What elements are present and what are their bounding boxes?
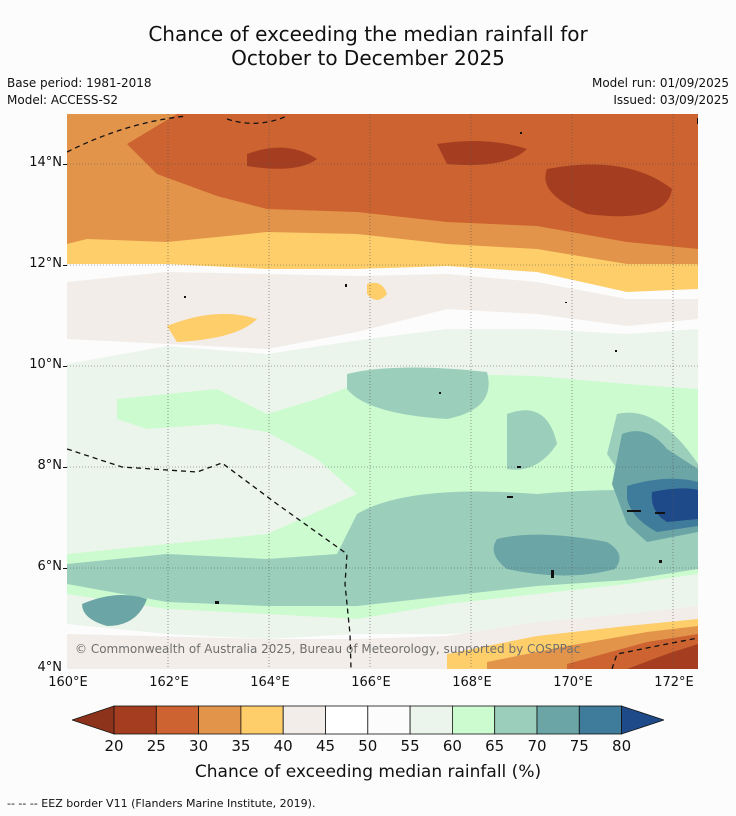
colorbar-segment — [113, 705, 157, 735]
colorbar-segment — [367, 705, 411, 735]
colorbar-segment — [155, 705, 200, 735]
meta-right: Model run: 01/09/2025 Issued: 03/09/2025 — [592, 75, 729, 109]
colorbar-segment — [198, 705, 242, 735]
zone-35-40-patch — [167, 282, 387, 342]
lat-label-6n: 6°N — [37, 559, 63, 574]
eez-borders — [67, 115, 698, 669]
base-period: Base period: 1981-2018 — [7, 76, 152, 90]
colorbar-segment — [536, 705, 580, 735]
eez-legend-note: -- -- -- EEZ border V11 (Flanders Marine… — [7, 797, 316, 810]
colorbar-over-arrow — [621, 705, 664, 735]
colorbar-segment — [409, 705, 453, 735]
colorbar-tick-label: 80 — [612, 737, 632, 755]
islands — [184, 118, 698, 604]
colorbar-segment — [494, 705, 538, 735]
colorbar-under-arrow — [72, 705, 115, 735]
lon-label-162e: 162°E — [149, 675, 189, 690]
lon-label-160e: 160°E — [48, 675, 88, 690]
colorbar-segment — [282, 705, 326, 735]
colorbar-segment — [240, 705, 284, 735]
map-svg — [67, 114, 698, 669]
graticule — [67, 114, 698, 669]
lat-tick — [63, 164, 67, 165]
colorbar-tick-label: 40 — [273, 737, 293, 755]
colorbar-segment — [578, 705, 622, 735]
rainfall-map — [67, 114, 698, 669]
colorbar-tick-label: 60 — [442, 737, 462, 755]
colorbar-tick-label: 50 — [358, 737, 378, 755]
colorbar-tick-label: 25 — [146, 737, 166, 755]
copyright-notice: © Commonwealth of Australia 2025, Bureau… — [75, 642, 581, 656]
lat-label-12n: 12°N — [29, 256, 62, 271]
meta-left: Base period: 1981-2018 Model: ACCESS-S2 — [7, 75, 152, 109]
lat-label-4n: 4°N — [37, 660, 63, 675]
colorbar-tick-label: 75 — [569, 737, 589, 755]
zone-20-25 — [247, 140, 672, 217]
map-title: Chance of exceeding the median rainfall … — [0, 22, 736, 70]
lat-label-10n: 10°N — [29, 357, 62, 372]
colorbar-segment — [325, 705, 369, 735]
colorbar-tick-label: 45 — [315, 737, 336, 755]
lat-tick — [63, 265, 67, 266]
lon-label-166e: 166°E — [351, 675, 391, 690]
lat-tick — [63, 467, 67, 468]
colorbar — [72, 705, 664, 735]
colorbar-segment — [451, 705, 496, 735]
model-run: Model run: 01/09/2025 — [591, 76, 729, 90]
colorbar-title: Chance of exceeding median rainfall (%) — [194, 762, 542, 782]
zone-south-20-25 — [627, 644, 698, 669]
colorbar-tick-label: 30 — [189, 737, 209, 755]
colorbar-tick-label: 35 — [231, 737, 251, 755]
colorbar-tick-label: 55 — [400, 737, 420, 755]
lat-tick — [63, 568, 67, 569]
lon-label-164e: 164°E — [250, 675, 290, 690]
lon-label-168e: 168°E — [452, 675, 492, 690]
lat-label-8n: 8°N — [37, 458, 63, 473]
title-line-2: October to December 2025 — [231, 46, 505, 70]
model-name: Model: ACCESS-S2 — [7, 93, 119, 107]
title-line-1: Chance of exceeding the median rainfall … — [148, 22, 588, 46]
lon-label-172e: 172°E — [654, 675, 694, 690]
colorbar-tick-label: 70 — [527, 737, 547, 755]
issued-date: Issued: 03/09/2025 — [613, 93, 729, 107]
lon-label-170e: 170°E — [553, 675, 593, 690]
lat-label-14n: 14°N — [29, 155, 62, 170]
colorbar-tick-label: 65 — [485, 737, 505, 755]
zone-25-30 — [127, 114, 698, 249]
lat-tick — [63, 366, 67, 367]
zone-70-75 — [82, 431, 698, 626]
colorbar-tick-label: 20 — [104, 737, 124, 755]
